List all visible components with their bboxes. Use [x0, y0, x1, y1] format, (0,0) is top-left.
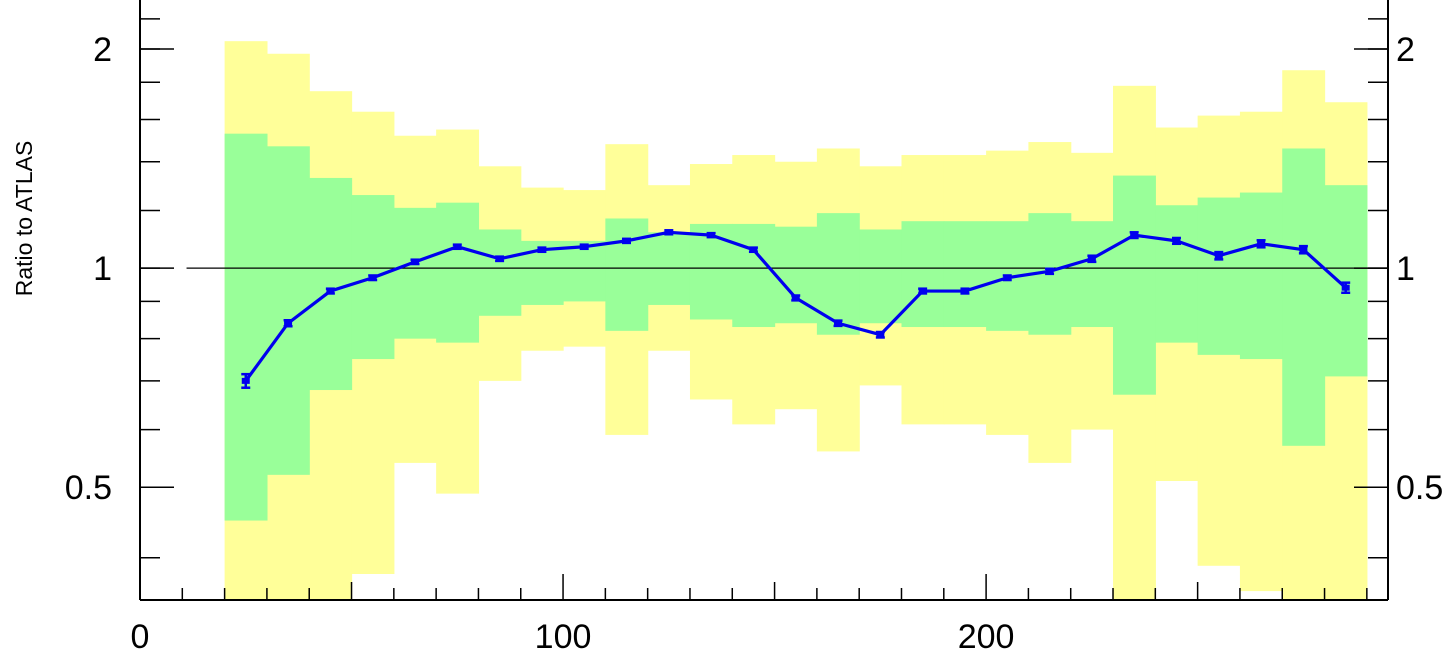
data-point: [960, 288, 969, 295]
band-1sigma-bin: [563, 240, 606, 302]
data-point: [241, 377, 250, 384]
y-tick-label-right: 0.5: [1396, 469, 1443, 507]
band-1sigma-bin: [732, 223, 776, 328]
band-1sigma-bin: [816, 213, 860, 335]
labels-group: 0 100 200 0.5 1 2 0.5 1 2 Ratio to ATLAS: [11, 31, 1443, 656]
data-point: [1257, 240, 1266, 247]
band-1sigma-bin: [1324, 185, 1368, 377]
band-1sigma-bin: [859, 229, 903, 324]
data-point: [664, 229, 673, 236]
data-point: [410, 258, 419, 265]
band-1sigma-bin: [1197, 197, 1241, 355]
band-1sigma-bin: [1282, 148, 1326, 446]
series-group: [241, 229, 1351, 389]
band-1sigma-bin: [393, 207, 437, 339]
data-point: [918, 288, 927, 295]
data-point: [1045, 268, 1054, 275]
band-1sigma-bin: [901, 221, 945, 328]
data-point: [1341, 284, 1350, 291]
data-point: [1214, 252, 1223, 259]
x-tick-label: 200: [958, 618, 1015, 656]
data-point: [834, 320, 843, 327]
data-point: [707, 232, 716, 239]
data-point: [495, 255, 504, 262]
data-point: [580, 243, 589, 250]
uncertainty-bands: [224, 41, 1368, 601]
data-point: [368, 274, 377, 281]
band-1sigma-bin: [943, 221, 987, 328]
band-1sigma-bin: [1113, 175, 1156, 395]
y-tick-label-right: 1: [1396, 250, 1415, 288]
band-1sigma-bin: [224, 133, 268, 521]
data-point: [876, 331, 885, 338]
band-1sigma-bin: [1239, 192, 1283, 360]
band-1sigma-bin: [1070, 221, 1114, 328]
y-tick-label-left: 0.5: [65, 469, 112, 507]
x-tick-label: 0: [131, 618, 150, 656]
band-1sigma-bin: [1155, 205, 1199, 343]
data-point: [453, 243, 462, 250]
band-1sigma-bin: [478, 229, 522, 316]
data-point: [1299, 246, 1308, 253]
data-point: [1130, 232, 1139, 239]
y-tick-label-right: 2: [1396, 31, 1415, 69]
band-1sigma-bin: [605, 218, 649, 331]
data-point: [1087, 255, 1096, 262]
axes-group: [139, 0, 1389, 601]
band-1sigma-bin: [436, 202, 480, 343]
data-point: [1172, 237, 1181, 244]
data-point: [749, 246, 758, 253]
data-point: [284, 320, 293, 327]
y-tick-label-left: 1: [93, 250, 112, 288]
y-axis-title: Ratio to ATLAS: [11, 141, 37, 297]
data-point: [622, 237, 631, 244]
x-tick-label: 100: [535, 618, 592, 656]
data-point: [537, 246, 546, 253]
data-point: [326, 288, 335, 295]
band-1sigma-bin: [309, 177, 353, 391]
data-point: [1003, 274, 1012, 281]
data-point: [791, 294, 800, 301]
y-tick-label-left: 2: [93, 31, 112, 69]
